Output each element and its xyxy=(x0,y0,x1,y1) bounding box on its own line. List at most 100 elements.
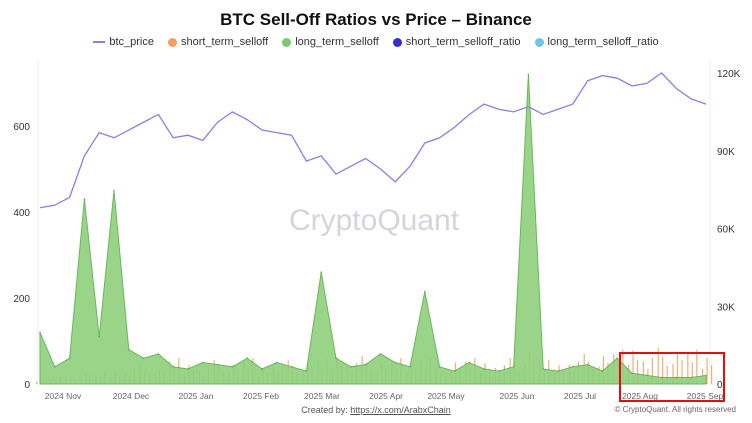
x-tick-label: 2025 Feb xyxy=(243,391,279,401)
y-right-tick-label: 60K xyxy=(717,225,735,236)
long-term-selloff-point xyxy=(453,370,456,372)
short-term-selloff-bar xyxy=(687,353,689,384)
legend-label: btc_price xyxy=(109,36,154,48)
created-by-label: Created by: xyxy=(301,405,348,415)
y-right-tick-label: 90K xyxy=(717,147,735,158)
short-term-selloff-bar xyxy=(637,359,639,384)
x-tick-label: 2024 Nov xyxy=(45,391,82,401)
long-term-selloff-point xyxy=(631,372,633,375)
long-term-selloff-point xyxy=(660,376,663,379)
long-term-selloff-point xyxy=(350,366,352,368)
x-tick-label: 2025 Mar xyxy=(304,391,340,401)
long-term-selloff-point xyxy=(68,357,71,360)
legend-label: short_term_selloff_ratio xyxy=(405,36,521,48)
long-term-selloff-point xyxy=(512,366,515,368)
x-tick-label: 2025 Aug xyxy=(622,391,658,401)
long-term-selloff-point xyxy=(157,353,160,355)
long-term-selloff-point xyxy=(39,331,41,334)
x-tick-label: 2025 Sep xyxy=(687,391,724,401)
short-term-selloff-bar xyxy=(657,347,659,384)
x-tick-label: 2025 Jun xyxy=(500,391,535,401)
long-term-selloff-point xyxy=(483,368,485,370)
short-term-selloff-bar xyxy=(696,349,698,384)
y-left-tick-label: 200 xyxy=(13,294,30,305)
long-term-selloff-point xyxy=(261,368,263,370)
short-term-selloff-bar xyxy=(662,356,664,384)
long-term-selloff-point xyxy=(202,361,204,364)
long-term-selloff-point xyxy=(646,374,648,377)
btc-price-line xyxy=(39,72,707,209)
short-term-selloff-bar xyxy=(642,361,644,384)
long-term-selloff-point xyxy=(379,353,382,355)
short-term-selloff-bar xyxy=(691,362,693,384)
long-term-selloff-point xyxy=(172,366,174,368)
long-term-selloff-point xyxy=(409,366,411,368)
long-term-selloff-point xyxy=(675,376,678,379)
long-term-selloff-point xyxy=(98,335,100,338)
short-term-selloff-bar xyxy=(681,359,683,384)
long-term-selloff-point xyxy=(364,363,367,366)
long-term-selloff-point xyxy=(246,357,248,360)
legend-item-short-term-selloff[interactable]: short_term_selloff xyxy=(167,36,269,48)
x-tick-label: 2025 Jan xyxy=(179,391,214,401)
dot-icon xyxy=(167,37,177,47)
short-term-selloff-bar xyxy=(706,357,708,384)
long-term-selloff-point xyxy=(54,366,56,368)
dot-icon xyxy=(534,37,544,47)
short-term-selloff-bar xyxy=(672,363,674,384)
short-term-selloff-bar xyxy=(711,365,713,384)
long-term-selloff-point xyxy=(128,348,130,351)
long-term-selloff-point xyxy=(586,363,589,366)
y-left-tick-label: 600 xyxy=(13,122,30,133)
long-term-selloff-point xyxy=(690,376,692,379)
short-term-selloff-bar xyxy=(36,381,38,384)
legend-item-short-term-selloff-ratio[interactable]: short_term_selloff_ratio xyxy=(392,36,521,48)
long-term-selloff-point xyxy=(305,370,308,372)
long-term-selloff-point xyxy=(557,370,559,372)
legend-item-long-term-selloff-ratio[interactable]: long_term_selloff_ratio xyxy=(534,36,659,48)
long-term-selloff-point xyxy=(231,366,234,368)
legend: btc_price short_term_selloff long_term_s… xyxy=(0,36,752,48)
long-term-selloff-point xyxy=(113,189,115,192)
legend-item-long-term-selloff[interactable]: long_term_selloff xyxy=(282,36,379,48)
long-term-selloff-point xyxy=(542,368,544,370)
credit: Created by: https://x.com/ArabxChain xyxy=(0,405,752,415)
highlight-box xyxy=(619,352,725,402)
x-tick-label: 2025 May xyxy=(427,391,465,401)
legend-item-btc-price[interactable]: btc_price xyxy=(93,36,154,48)
long-term-selloff-point xyxy=(498,370,500,372)
long-term-selloff-point xyxy=(616,357,618,360)
x-tick-label: 2025 Apr xyxy=(369,391,403,401)
dot-icon xyxy=(392,37,402,47)
long-term-selloff-point xyxy=(468,361,471,364)
short-term-selloff-bar xyxy=(676,351,679,384)
long-term-selloff-point xyxy=(187,368,189,370)
long-term-selloff-point xyxy=(83,198,86,200)
y-left-tick-label: 0 xyxy=(24,380,30,391)
y-left-tick-label: 400 xyxy=(13,208,30,219)
long-term-selloff-point xyxy=(216,363,219,366)
long-term-selloff-point xyxy=(276,361,278,364)
dot-icon xyxy=(282,37,292,47)
long-term-selloff-point xyxy=(527,73,530,76)
y-right-tick-label: 30K xyxy=(717,302,735,313)
legend-label: short_term_selloff xyxy=(180,36,269,48)
long-term-selloff-point xyxy=(142,357,145,360)
long-term-selloff-point xyxy=(424,290,426,293)
short-term-selloff-bar xyxy=(666,365,668,384)
chart-title: BTC Sell-Off Ratios vs Price – Binance xyxy=(220,10,532,29)
long-term-selloff-point xyxy=(320,271,323,274)
long-term-selloff-point xyxy=(394,361,397,364)
long-term-selloff-point xyxy=(335,357,337,360)
short-term-selloff-bar xyxy=(651,357,653,384)
legend-label: long_term_selloff xyxy=(295,36,379,48)
x-tick-label: 2025 Jul xyxy=(564,391,596,401)
line-icon xyxy=(93,41,106,43)
created-by-link[interactable]: https://x.com/ArabxChain xyxy=(350,405,451,415)
short-term-selloff-bar xyxy=(632,350,634,384)
long-term-selloff-point xyxy=(572,366,574,368)
y-right-tick-label: 120K xyxy=(717,69,741,80)
y-right-tick-label: 0 xyxy=(717,380,723,391)
legend-label: long_term_selloff_ratio xyxy=(547,36,659,48)
